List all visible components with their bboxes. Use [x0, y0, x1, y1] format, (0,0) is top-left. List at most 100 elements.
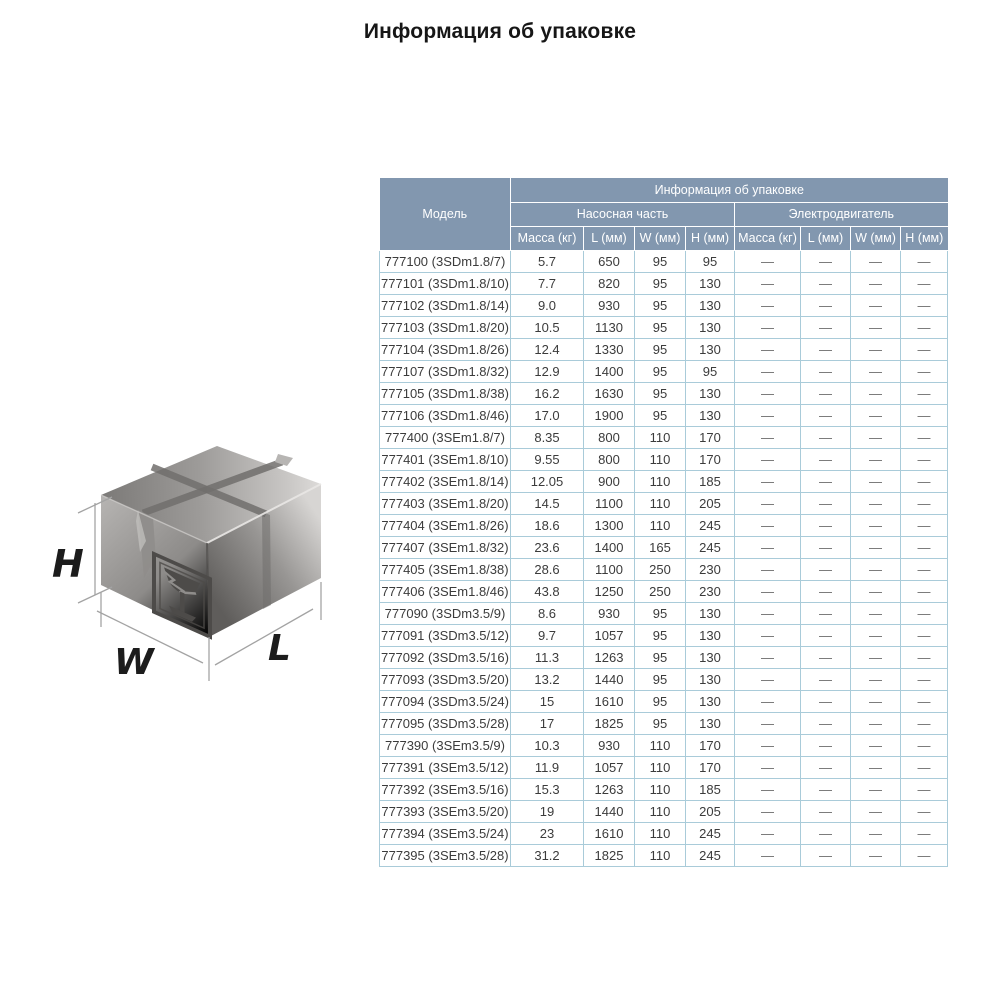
value-cell: 31.2: [510, 844, 584, 867]
value-cell: 1400: [583, 536, 635, 559]
value-cell: 110: [634, 800, 686, 823]
value-cell: 23: [510, 822, 584, 845]
value-cell: —: [734, 580, 801, 603]
value-cell: 110: [634, 514, 686, 537]
value-cell: —: [800, 646, 851, 669]
value-cell: —: [734, 822, 801, 845]
value-cell: 1130: [583, 316, 635, 339]
group-header-pump-part: Насосная часть: [510, 202, 735, 227]
value-cell: 170: [685, 426, 735, 449]
model-cell: 777101 (3SDm1.8/10): [379, 272, 511, 295]
value-cell: 12.05: [510, 470, 584, 493]
table-row: 777095 (3SDm3.5/28) 17 1825 95 130— — — —: [379, 712, 949, 735]
value-cell: 14.5: [510, 492, 584, 515]
column-header-motor-l: L (мм): [800, 226, 851, 251]
value-cell: 1400: [583, 360, 635, 383]
value-cell: 11.9: [510, 756, 584, 779]
value-cell: —: [734, 404, 801, 427]
value-cell: —: [850, 250, 901, 273]
value-cell: 7.7: [510, 272, 584, 295]
value-cell: 130: [685, 316, 735, 339]
table-row: 777103 (3SDm1.8/20) 10.5 1130 95 130— — — —: [379, 316, 949, 339]
column-header-pump-mass: Масса (кг): [510, 226, 584, 251]
value-cell: 1825: [583, 712, 635, 735]
value-cell: —: [800, 316, 851, 339]
model-cell: 777395 (3SEm3.5/28): [379, 844, 511, 867]
value-cell: —: [800, 624, 851, 647]
value-cell: 19: [510, 800, 584, 823]
value-cell: 95: [634, 294, 686, 317]
value-cell: 250: [634, 580, 686, 603]
value-cell: 1100: [583, 492, 635, 515]
table-row: 777106 (3SDm1.8/46) 17.0 1900 95 130— — — —: [379, 404, 949, 427]
value-cell: 8.35: [510, 426, 584, 449]
value-cell: —: [800, 338, 851, 361]
value-cell: 28.6: [510, 558, 584, 581]
value-cell: —: [800, 778, 851, 801]
value-cell: 110: [634, 448, 686, 471]
value-cell: 130: [685, 382, 735, 405]
value-cell: 165: [634, 536, 686, 559]
value-cell: 650: [583, 250, 635, 273]
value-cell: —: [734, 668, 801, 691]
table-row: 777407 (3SEm1.8/32) 23.6 1400 165 245— — — —: [379, 536, 949, 559]
value-cell: 1825: [583, 844, 635, 867]
value-cell: —: [734, 800, 801, 823]
value-cell: —: [850, 756, 901, 779]
value-cell: 230: [685, 580, 735, 603]
value-cell: —: [850, 360, 901, 383]
value-cell: —: [800, 712, 851, 735]
fragile-glass-icon: [152, 551, 212, 640]
table-row: 777405 (3SEm1.8/38) 28.6 1100 250 230— — — —: [379, 558, 949, 581]
value-cell: 130: [685, 602, 735, 625]
value-cell: —: [734, 756, 801, 779]
model-cell: 777105 (3SDm1.8/38): [379, 382, 511, 405]
group-header-electric-motor: Электродвигатель: [734, 202, 948, 227]
packaging-table-body: 777100 (3SDm1.8/7) 5.7 650 95 95— — — —777101 (…: [379, 250, 949, 867]
value-cell: 15.3: [510, 778, 584, 801]
model-cell: 777402 (3SEm1.8/14): [379, 470, 511, 493]
value-cell: —: [899, 294, 949, 317]
column-header-motor-w: W (мм): [850, 226, 901, 251]
value-cell: —: [734, 514, 801, 537]
value-cell: —: [800, 492, 851, 515]
value-cell: 1610: [583, 690, 635, 713]
column-header-model: Модель: [379, 178, 511, 251]
value-cell: —: [734, 602, 801, 625]
value-cell: 130: [685, 668, 735, 691]
value-cell: —: [850, 536, 901, 559]
value-cell: 130: [685, 272, 735, 295]
table-row: 777404 (3SEm1.8/26) 18.6 1300 110 245— — — —: [379, 514, 949, 537]
value-cell: —: [899, 756, 949, 779]
value-cell: —: [734, 712, 801, 735]
value-cell: —: [899, 624, 949, 647]
model-cell: 777107 (3SDm1.8/32): [379, 360, 511, 383]
value-cell: —: [850, 602, 901, 625]
column-header-motor-mass: Масса (кг): [734, 226, 801, 251]
value-cell: —: [734, 734, 801, 757]
table-row: 777107 (3SDm1.8/32) 12.9 1400 95 95— — — —: [379, 360, 949, 383]
value-cell: —: [800, 690, 851, 713]
value-cell: —: [800, 822, 851, 845]
value-cell: —: [899, 272, 949, 295]
value-cell: —: [850, 822, 901, 845]
value-cell: —: [734, 624, 801, 647]
value-cell: —: [734, 294, 801, 317]
value-cell: —: [800, 250, 851, 273]
value-cell: —: [800, 602, 851, 625]
model-cell: 777400 (3SEm1.8/7): [379, 426, 511, 449]
value-cell: 130: [685, 338, 735, 361]
column-header-pump-h: H (мм): [685, 226, 735, 251]
table-row: 777101 (3SDm1.8/10) 7.7 820 95 130— — — —: [379, 272, 949, 295]
value-cell: 95: [634, 316, 686, 339]
value-cell: —: [850, 580, 901, 603]
table-row: 777392 (3SEm3.5/16) 15.3 1263 110 185— — — —: [379, 778, 949, 801]
box-edge-highlight: [206, 483, 322, 544]
table-row: 777102 (3SDm1.8/14) 9.0 930 95 130— — — —: [379, 294, 949, 317]
value-cell: —: [899, 646, 949, 669]
value-cell: 17: [510, 712, 584, 735]
value-cell: 95: [634, 338, 686, 361]
value-cell: 13.2: [510, 668, 584, 691]
value-cell: —: [899, 580, 949, 603]
value-cell: 1263: [583, 778, 635, 801]
